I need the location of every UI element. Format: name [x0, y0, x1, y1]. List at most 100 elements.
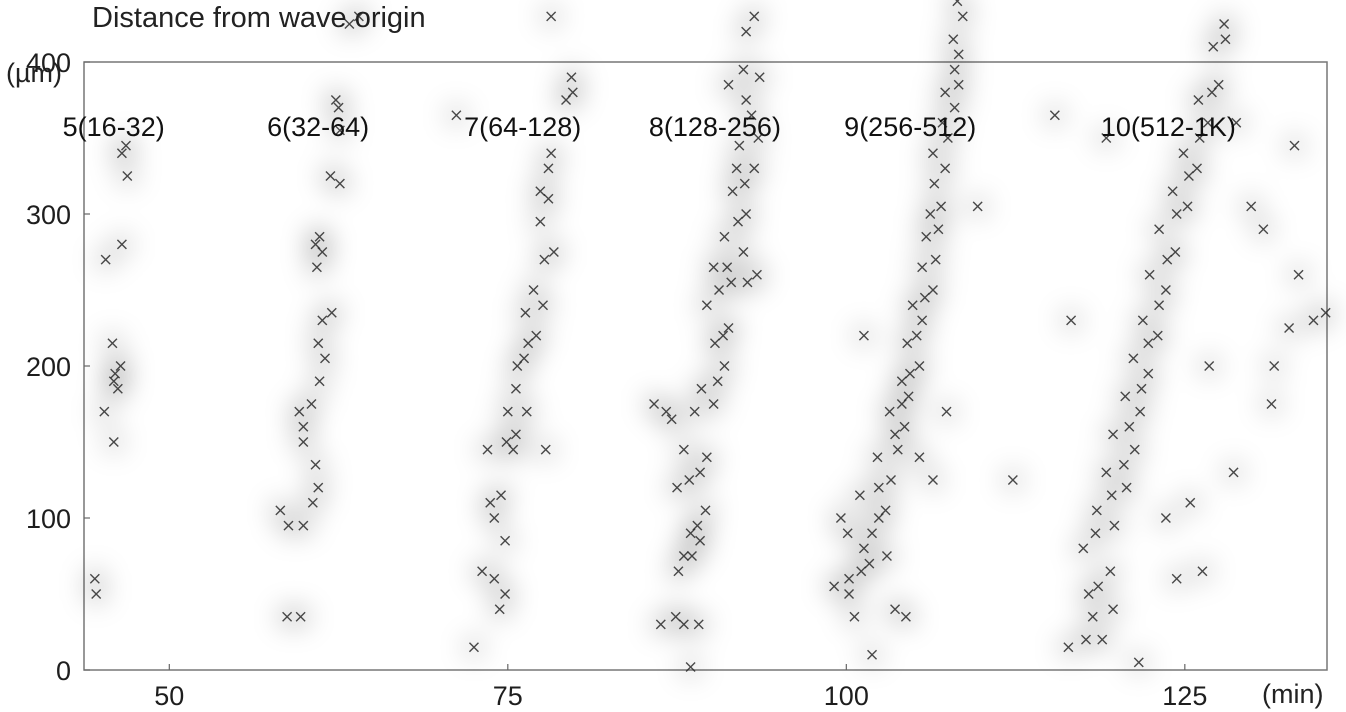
- data-point: [1090, 528, 1101, 539]
- data-point: [1083, 589, 1094, 599]
- data-point: [941, 406, 952, 417]
- data-point: [543, 193, 554, 204]
- group-labels: 5(16-32) 6(32-64) 7(64-128) 8(128-256) 9(256…: [63, 112, 1236, 142]
- data-point: [510, 383, 521, 394]
- data-point: [907, 300, 918, 311]
- data-point: [307, 497, 318, 508]
- data-point: [753, 133, 764, 143]
- data-point: [723, 79, 734, 90]
- data-point: [722, 262, 733, 273]
- data-point: [927, 148, 938, 159]
- data-point: [313, 338, 324, 349]
- data-point: [914, 452, 925, 463]
- data-point: [884, 406, 895, 417]
- data-point: [693, 619, 704, 630]
- data-points: [89, 0, 1331, 672]
- data-point: [914, 361, 925, 371]
- data-point: [886, 475, 896, 485]
- data-point: [738, 247, 749, 257]
- group-label: 6(32-64): [267, 112, 369, 142]
- data-point: [100, 254, 111, 265]
- data-point: [696, 383, 707, 394]
- data-point: [902, 338, 913, 349]
- data-point: [719, 231, 730, 242]
- data-point: [333, 102, 344, 113]
- data-point: [451, 110, 462, 121]
- data-point: [1143, 338, 1154, 349]
- data-point: [1049, 110, 1060, 121]
- data-point: [858, 543, 869, 554]
- y-axis-unit-label: (µm): [6, 58, 63, 88]
- data-point: [1258, 224, 1269, 235]
- data-point: [972, 201, 983, 212]
- data-point: [919, 292, 930, 303]
- data-point: [940, 87, 951, 98]
- data-point: [900, 611, 911, 622]
- data-point: [708, 262, 719, 273]
- data-point: [99, 406, 110, 417]
- data-point: [952, 0, 963, 7]
- data-point: [689, 406, 700, 417]
- data-point: [122, 171, 133, 181]
- data-point: [538, 300, 549, 311]
- data-point: [1129, 444, 1140, 455]
- data-point: [89, 573, 100, 584]
- data-point: [546, 148, 557, 159]
- data-point: [1120, 391, 1131, 402]
- data-point: [953, 79, 964, 90]
- data-point: [864, 558, 875, 569]
- data-point: [917, 262, 928, 273]
- data-point: [881, 551, 892, 561]
- data-point: [949, 64, 960, 75]
- data-point: [1154, 224, 1165, 235]
- data-point: [670, 611, 681, 622]
- data-point: [283, 520, 294, 531]
- data-point: [896, 376, 907, 387]
- x-tick-label: 50: [154, 681, 184, 711]
- data-point: [311, 262, 322, 273]
- data-point: [858, 330, 869, 341]
- group-label: 7(64-128): [464, 112, 581, 142]
- data-point: [566, 72, 577, 83]
- data-point: [1185, 497, 1196, 508]
- data-point: [723, 323, 734, 333]
- data-point: [540, 444, 551, 455]
- data-point: [1108, 604, 1119, 615]
- data-point: [91, 589, 102, 599]
- data-point: [1284, 323, 1295, 333]
- data-point: [1118, 459, 1129, 470]
- data-point: [1133, 657, 1144, 668]
- data-point: [482, 444, 493, 455]
- data-point: [477, 566, 488, 577]
- data-point: [937, 117, 948, 128]
- data-point: [317, 315, 328, 326]
- data-point: [275, 505, 286, 516]
- data-point: [1293, 269, 1304, 280]
- data-point: [1228, 467, 1239, 478]
- data-point: [685, 661, 696, 672]
- data-point: [701, 452, 712, 463]
- data-point: [116, 148, 127, 159]
- data-point: [741, 95, 752, 105]
- data-point: [298, 437, 309, 447]
- data-point: [314, 231, 325, 242]
- data-point: [500, 535, 511, 546]
- data-point: [940, 163, 951, 174]
- data-point: [1219, 19, 1230, 29]
- data-point: [1152, 330, 1163, 341]
- data-point: [727, 186, 738, 197]
- data-point: [746, 110, 757, 121]
- y-tick-label: 200: [26, 352, 71, 382]
- data-point: [512, 361, 523, 371]
- data-point: [921, 231, 932, 242]
- data-point: [1106, 490, 1117, 501]
- data-point: [1066, 315, 1077, 326]
- data-point: [295, 611, 306, 622]
- data-point: [719, 361, 730, 371]
- data-point: [543, 163, 554, 174]
- data-point: [108, 437, 119, 447]
- x-tick-label: 100: [824, 681, 869, 711]
- data-point: [741, 209, 752, 219]
- x-tick-label: 75: [493, 681, 523, 711]
- data-point: [911, 330, 922, 341]
